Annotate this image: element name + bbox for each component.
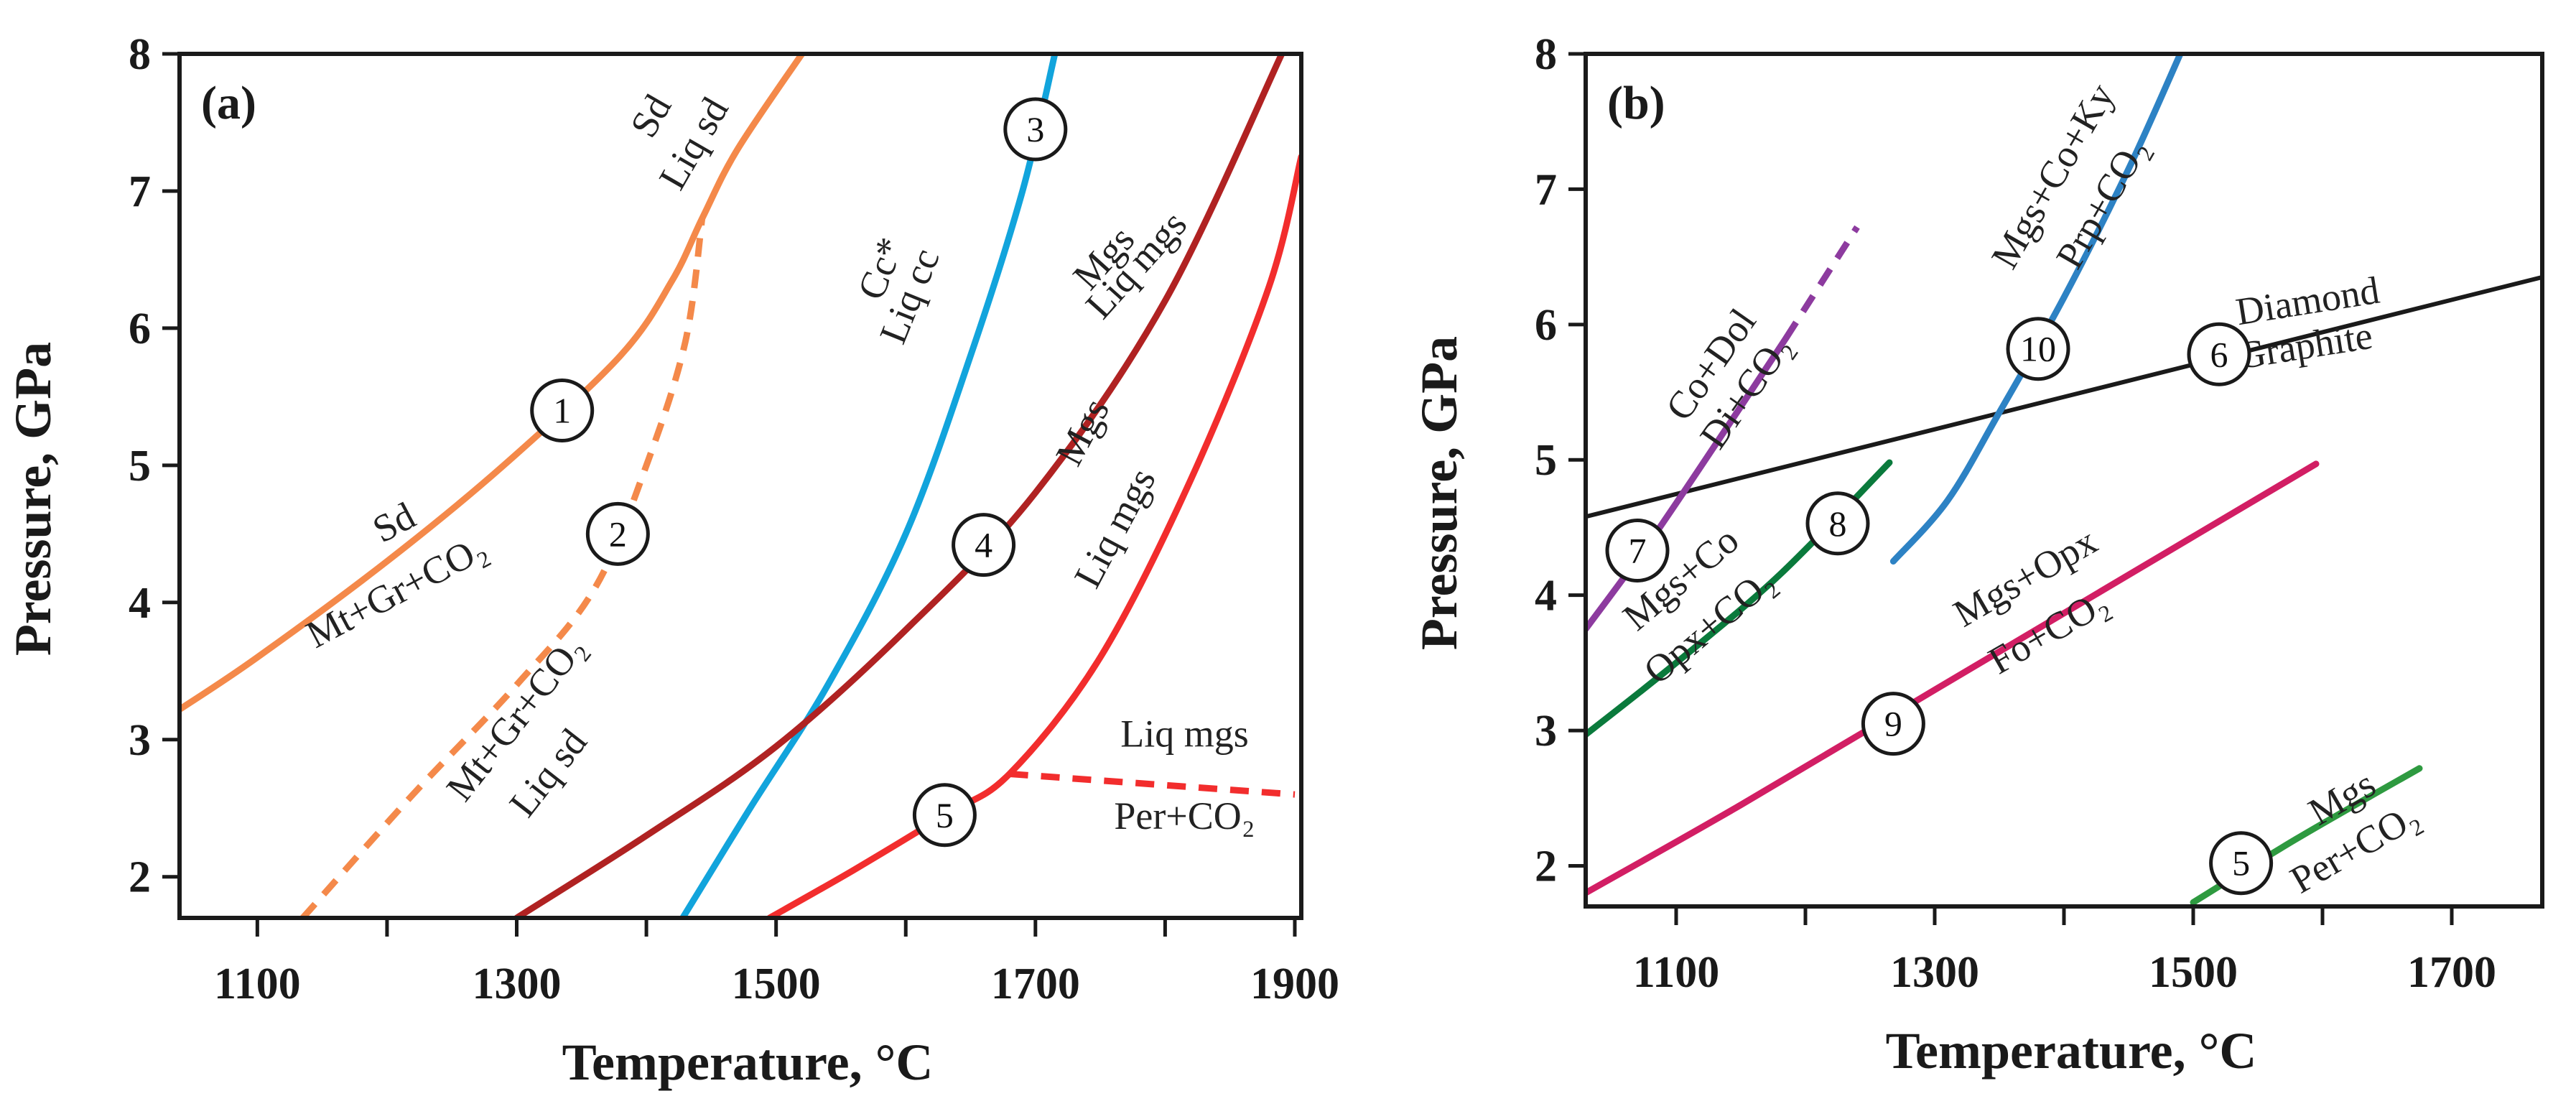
y-tick-label: 3 [1535,707,1557,756]
x-tick-label: 1700 [991,960,1080,1008]
reaction-marker-1: 1 [530,378,595,442]
reaction-marker-8: 8 [1805,491,1870,556]
reaction-marker-3: 3 [1003,97,1068,162]
marker-circle [585,501,650,566]
series-a-4 [766,153,1301,918]
marker-number: 7 [1629,530,1647,570]
x-tick-label: 1300 [1890,948,1979,997]
series-b-6 [2190,765,2423,906]
x-tick-label: 1900 [1250,960,1339,1008]
marker-number: 10 [2020,329,2056,369]
marker-number: 4 [975,525,992,565]
marker-number: 3 [1026,109,1044,149]
marker-circle [2209,831,2274,896]
marker-number: 9 [1884,704,1902,744]
marker-circle [1003,97,1068,162]
y-axis-title: Pressure, GPa [4,342,62,656]
x-axis-title: Temperature, °C [562,1034,934,1091]
series-a-5 [1009,771,1296,798]
panel-label: (b) [1607,77,1665,129]
y-tick-label: 2 [129,853,151,902]
marker-number: 2 [609,514,627,554]
y-tick-label: 4 [1535,572,1557,621]
marker-number: 1 [553,390,571,430]
panel-label: (a) [201,77,256,129]
plot-frame-a [177,52,1303,920]
marker-number: 5 [936,795,954,835]
reaction-marker-7: 7 [1605,518,1670,582]
series-b-5 [1889,54,2184,565]
curve-label: Liq mgs [1120,712,1249,755]
x-tick-label: 1100 [214,960,301,1008]
series-b-2 [1783,225,1860,340]
reaction-marker-4: 4 [952,513,1016,577]
y-tick-label: 8 [129,30,151,79]
reaction-marker-5: 5 [912,783,977,848]
series-a-3 [513,54,1285,918]
x-tick-label: 1300 [473,960,562,1008]
panel-b: 1100 1300 1500 1700 2 3 4 5 6 7 8 Temperature, °C Pr… [1410,30,2544,1080]
y-tick-label: 8 [1535,30,1557,79]
series-a-2 [679,54,1059,918]
marker-circle [530,378,595,442]
marker-circle [2006,317,2070,381]
y-tick-label: 6 [1535,301,1557,350]
marker-number: 5 [2232,843,2250,883]
series-b-4 [1586,460,2320,896]
curve-label: Sd [622,88,679,144]
reaction-marker-10: 10 [2006,317,2070,381]
panel-a: 1100 1300 1500 1700 1900 2 3 4 5 6 7 8 Temperature, … [4,30,1339,1091]
y-tick-label: 6 [129,305,151,353]
curve-label: Per+CO₂ [1114,794,1255,837]
series-a-1 [300,218,706,918]
reaction-marker-5: 5 [2209,831,2274,896]
x-tick-label: 1500 [2149,948,2238,997]
x-tick-label: 1700 [2407,948,2496,997]
reaction-marker-6: 6 [2187,322,2251,386]
series-a-0 [180,54,806,713]
x-axis-title: Temperature, °C [1886,1022,2257,1080]
marker-circle [952,513,1016,577]
marker-circle [912,783,977,848]
y-tick-label: 7 [129,167,151,216]
y-tick-label: 5 [1535,436,1557,485]
reaction-marker-9: 9 [1861,692,1925,756]
y-tick-label: 5 [129,442,151,491]
y-tick-label: 4 [129,579,151,628]
marker-number: 8 [1829,503,1847,544]
y-tick-label: 2 [1535,842,1557,891]
series-b-1 [1586,335,1790,633]
marker-number: 6 [2210,334,2228,374]
x-tick-label: 1100 [1633,948,1720,997]
marker-circle [1805,491,1870,556]
marker-circle [2187,322,2251,386]
marker-circle [1605,518,1670,582]
y-tick-label: 7 [1535,165,1557,214]
x-tick-label: 1500 [732,960,821,1008]
marker-circle [1861,692,1925,756]
y-tick-label: 3 [129,716,151,765]
reaction-marker-2: 2 [585,501,650,566]
y-axis-title: Pressure, GPa [1410,336,1468,650]
